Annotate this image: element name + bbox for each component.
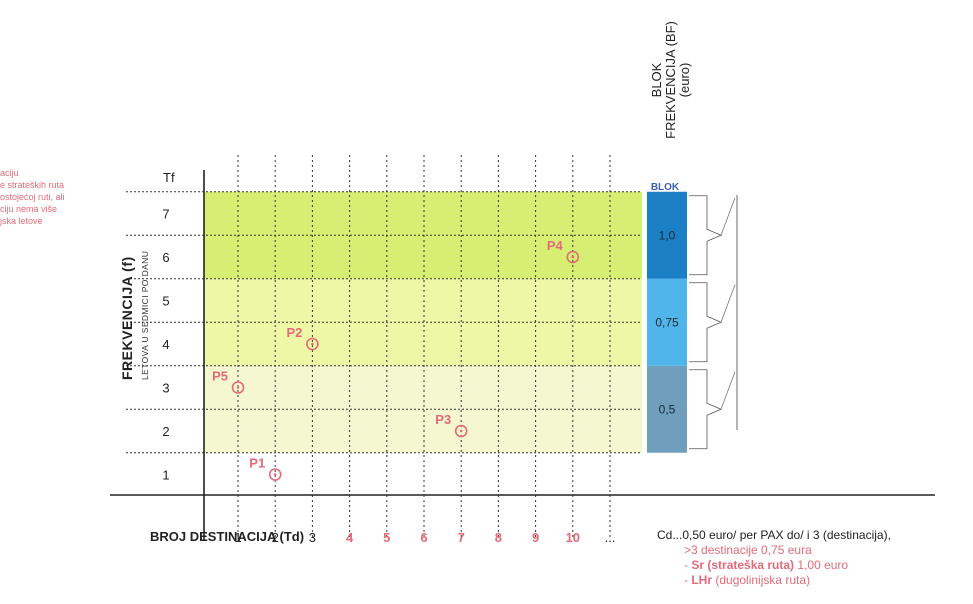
left-cropped-note: aciju e strateških ruta ostojećoj ruti, … <box>0 167 120 227</box>
y-tick-label: 3 <box>162 381 169 396</box>
x-tick-label: 9 <box>532 530 539 545</box>
y-axis-title: FREKVENCIJA (f) <box>119 256 135 380</box>
x-tick-label: 6 <box>420 530 427 545</box>
block-cell-high <box>647 191 687 279</box>
x-tick-label: 4 <box>346 530 354 545</box>
x-tick-label: 8 <box>495 530 502 545</box>
y-tick-label: 1 <box>162 468 169 483</box>
x-tick-label: 1 <box>234 530 241 545</box>
data-point-label: P1 <box>249 456 265 471</box>
pricing-line-4-bold: LHr <box>691 573 713 587</box>
x-tick-label: 10 <box>566 530 580 545</box>
data-point-p1 <box>268 468 282 481</box>
block-column-title: BLOK FREKVENCIJA (BF) (euro) <box>649 0 692 165</box>
data-point-center <box>236 386 240 389</box>
block-cell-mid <box>647 278 687 366</box>
pricing-line-4-rest: (dugolinijska ruta) <box>712 573 811 587</box>
block-bracket-stem <box>720 371 736 410</box>
data-point-label: P4 <box>547 238 564 253</box>
pricing-line-2: >3 destinacije 0,75 eura <box>684 543 812 557</box>
block-title-line: BLOK <box>649 62 664 98</box>
x-axis-title: BROJ DESTINACIJA (Td) <box>150 529 304 544</box>
data-point-p2 <box>306 337 319 351</box>
y-tick-label: 5 <box>162 294 169 309</box>
block-value-label: 1,0 <box>659 228 676 242</box>
left-note-line: ciju nema više <box>0 204 58 214</box>
left-note-line: jska letove <box>0 216 43 226</box>
block-header-label: BLOK <box>651 182 680 193</box>
data-point-center <box>571 255 575 259</box>
block-value-label: 0,5 <box>659 402 676 416</box>
x-tick-label: 3 <box>309 530 316 545</box>
y-axis-top-label: Tf <box>163 170 175 185</box>
pricing-line-1: Cd...0,50 euro/ per PAX do/ i 3 (destina… <box>657 528 891 542</box>
data-point-center <box>273 473 277 476</box>
block-bracket-stem <box>720 197 736 236</box>
data-point-p4 <box>566 250 580 264</box>
y-tick-label: 6 <box>162 250 169 265</box>
block-bracket <box>689 195 723 276</box>
data-point-label: P3 <box>435 412 451 427</box>
data-point-center <box>459 429 463 433</box>
pricing-line-3-rest: 1,00 euro <box>794 558 849 572</box>
data-point-p5 <box>231 381 245 394</box>
block-value-label: 0,75 <box>655 315 679 329</box>
data-point-label: P2 <box>286 325 302 340</box>
x-tick-label: 2 <box>272 530 279 545</box>
block-cell-low <box>647 365 687 453</box>
left-note-line: e strateških ruta <box>0 180 65 190</box>
pricing-line-3-bold: Sr (strateška ruta) <box>691 558 795 572</box>
data-point-label: P5 <box>212 369 228 384</box>
data-point-p3 <box>454 424 468 438</box>
block-bracket <box>689 282 723 363</box>
data-point-center <box>311 342 314 346</box>
block-bracket <box>689 369 723 450</box>
y-axis-subtitle: LETOVA U SEDMICI PO DANU <box>140 250 150 380</box>
y-tick-label: 4 <box>162 337 169 352</box>
pricing-line-4: - LHr (dugolinijska ruta) <box>684 573 811 587</box>
y-tick-label: 7 <box>162 207 169 222</box>
block-bracket-stem <box>720 284 736 323</box>
pricing-line-3: - Sr (strateška ruta) 1,00 euro <box>684 558 849 572</box>
left-note-line: aciju <box>0 168 19 178</box>
x-tick-label: 5 <box>383 530 390 545</box>
pricing-note: Cd...0,50 euro/ per PAX do/ i 3 (destina… <box>657 528 891 588</box>
y-tick-label: 2 <box>162 424 169 439</box>
x-tick-label: 7 <box>458 530 465 545</box>
block-title-line: (euro) <box>677 62 692 98</box>
block-title-line: FREKVENCIJA (BF) <box>663 21 678 139</box>
left-note-line: ostojećoj ruti, ali <box>0 192 65 202</box>
x-tick-label: ... <box>605 530 616 545</box>
